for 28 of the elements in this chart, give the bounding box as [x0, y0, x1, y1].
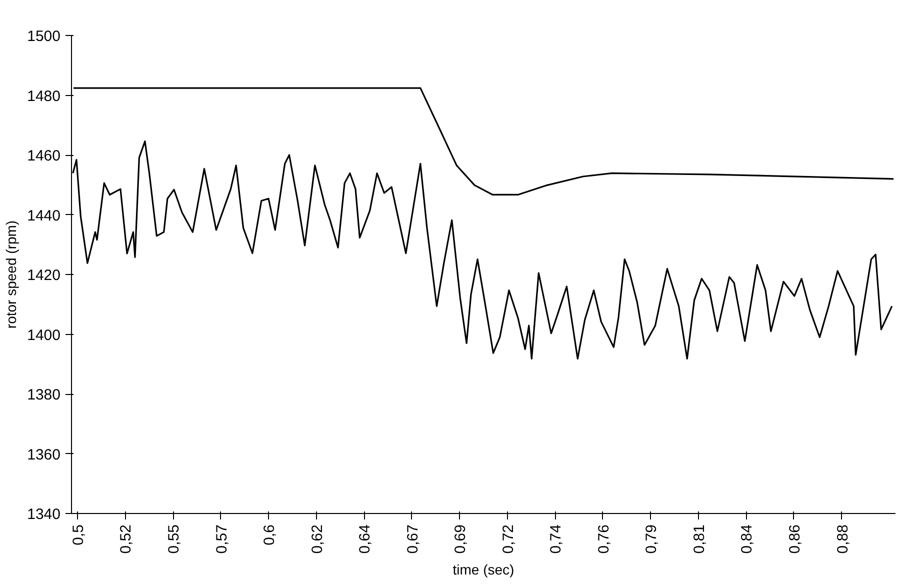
y-tick-label: 1380 — [27, 386, 61, 404]
y-tick-label: 1420 — [27, 267, 61, 284]
x-tick-label: 0,76 — [595, 524, 612, 554]
x-tick-label: 0,64 — [356, 524, 374, 554]
x-tick-label: 0,79 — [643, 524, 660, 554]
y-tick-label: 1500 — [27, 28, 61, 45]
x-tick-label: 0,84 — [738, 524, 756, 554]
x-tick-label: 0,74 — [548, 524, 565, 554]
x-tick-label: 0,5 — [70, 524, 87, 546]
x-tick-label: 0,72 — [500, 524, 517, 554]
x-axis-title: time (sec) — [452, 562, 514, 578]
x-tick-label: 0,62 — [308, 524, 326, 554]
x-tick-label: 0,6 — [261, 524, 278, 546]
x-tick-label: 0,69 — [452, 524, 470, 554]
y-tick-label: 1440 — [27, 207, 61, 224]
y-tick-label: 1480 — [27, 88, 61, 105]
x-tick-label: 0,81 — [690, 524, 708, 554]
x-tick-label: 0,52 — [118, 524, 135, 554]
x-tick-label: 0,86 — [786, 524, 804, 554]
x-tick-label: 0,55 — [166, 524, 183, 554]
y-axis-title: rotor speed (rpm) — [3, 220, 20, 329]
x-tick-label: 0,67 — [404, 524, 422, 554]
y-tick-label: 1400 — [27, 326, 61, 344]
y-tick-label: 1460 — [27, 148, 61, 164]
x-tick-label: 0,88 — [834, 524, 852, 554]
y-tick-label: 1360 — [27, 446, 61, 464]
y-tick-label: 1340 — [27, 506, 61, 523]
x-tick-label: 0,57 — [213, 524, 230, 554]
